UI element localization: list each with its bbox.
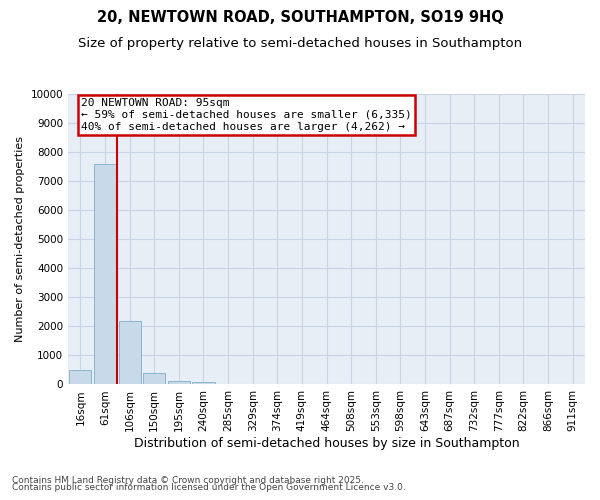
Bar	[168, 381, 190, 384]
Text: Contains public sector information licensed under the Open Government Licence v3: Contains public sector information licen…	[12, 484, 406, 492]
Text: Size of property relative to semi-detached houses in Southampton: Size of property relative to semi-detach…	[78, 38, 522, 51]
Text: 20 NEWTOWN ROAD: 95sqm
← 59% of semi-detached houses are smaller (6,335)
40% of : 20 NEWTOWN ROAD: 95sqm ← 59% of semi-det…	[81, 98, 412, 132]
Bar	[193, 382, 215, 384]
Y-axis label: Number of semi-detached properties: Number of semi-detached properties	[15, 136, 25, 342]
Bar	[143, 374, 165, 384]
Bar	[119, 320, 140, 384]
X-axis label: Distribution of semi-detached houses by size in Southampton: Distribution of semi-detached houses by …	[134, 437, 520, 450]
Text: 20, NEWTOWN ROAD, SOUTHAMPTON, SO19 9HQ: 20, NEWTOWN ROAD, SOUTHAMPTON, SO19 9HQ	[97, 10, 503, 25]
Bar	[94, 164, 116, 384]
Bar	[69, 370, 91, 384]
Text: Contains HM Land Registry data © Crown copyright and database right 2025.: Contains HM Land Registry data © Crown c…	[12, 476, 364, 485]
